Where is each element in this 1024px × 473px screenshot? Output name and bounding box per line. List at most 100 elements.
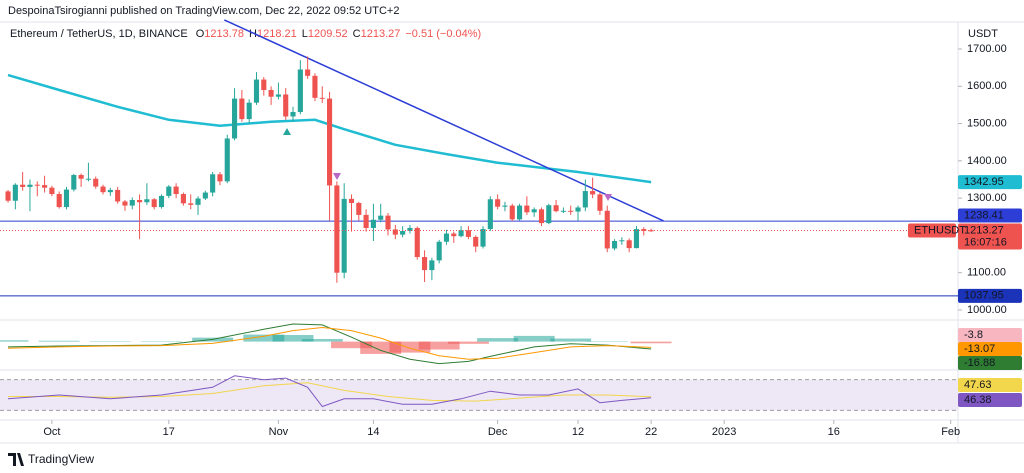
- candle-body: [312, 75, 318, 98]
- candle-body: [429, 260, 435, 271]
- rsi-band: [0, 379, 958, 411]
- sell-marker: [333, 173, 341, 180]
- candle-body: [560, 210, 566, 212]
- x-tick-label: 22: [645, 426, 657, 438]
- macd-signal-label-bg: [958, 342, 1022, 356]
- macd-histogram-bar: [0, 340, 29, 342]
- rsi-label: 46.38: [964, 394, 992, 406]
- last-price-bg: [958, 223, 1022, 250]
- macd-histogram-bar: [418, 341, 460, 350]
- rsi-label-bg: [958, 393, 1022, 407]
- sell-marker: [604, 194, 612, 201]
- candle-body: [370, 219, 376, 228]
- candle-body: [93, 178, 99, 187]
- candle-body: [575, 207, 581, 212]
- legend-line: Ethereum / TetherUS, 1D, BINANCE O1213.78…: [10, 28, 481, 40]
- candle-body: [341, 198, 347, 273]
- candle-body: [261, 79, 267, 91]
- y-tick-label: 1500.00: [967, 117, 1007, 129]
- candle-body: [385, 215, 391, 230]
- candle-body: [290, 112, 296, 117]
- y-tick-label: 1100.00: [967, 267, 1006, 279]
- candle-body: [232, 98, 238, 139]
- candle-body: [305, 69, 311, 76]
- candle-body: [633, 229, 640, 249]
- x-tick-label: 14: [367, 426, 379, 438]
- ohlc-letter: H: [249, 28, 257, 40]
- candle-body: [458, 230, 464, 237]
- candle-body: [239, 98, 245, 120]
- macd-histogram-bar: [301, 338, 343, 342]
- candle-body: [151, 199, 157, 208]
- candle-body: [465, 230, 471, 237]
- candle-body: [195, 198, 201, 205]
- candle-body: [78, 175, 84, 179]
- candle-body: [115, 189, 121, 202]
- hline-label-bg: [958, 208, 1022, 223]
- x-tick-label: Oct: [43, 426, 60, 438]
- candle-body: [619, 240, 625, 242]
- x-tick-label: 17: [163, 426, 175, 438]
- candle-body: [641, 229, 647, 231]
- candle-body: [217, 174, 223, 182]
- candle-body: [63, 189, 70, 208]
- candle-body: [436, 241, 442, 261]
- candle-body: [20, 184, 26, 187]
- candle-body: [334, 185, 340, 273]
- moving-average: [7, 73, 652, 184]
- candle-body: [85, 178, 91, 180]
- candle-body: [275, 94, 281, 97]
- candle-body: [582, 191, 588, 208]
- brand: TradingView: [28, 452, 94, 466]
- byline: DespoinaTsirogianni published on Trading…: [8, 5, 399, 17]
- macd-hist-label-bg: [958, 328, 1022, 342]
- symbol-label: ETHUSDT: [914, 224, 966, 236]
- rsi-line: [7, 375, 652, 408]
- macd-histogram-bar: [38, 340, 80, 342]
- hline-label: 1238.41: [964, 209, 1004, 221]
- candle-body: [268, 90, 274, 97]
- candle-body: [443, 233, 450, 242]
- hline-label: 1037.95: [964, 290, 1004, 302]
- x-tick-label: Feb: [941, 426, 960, 438]
- unit-label: USDT: [968, 28, 998, 40]
- x-tick-label: 2023: [712, 426, 736, 438]
- candle-body: [107, 189, 113, 193]
- candle-body: [224, 138, 230, 182]
- candle-body: [516, 205, 523, 220]
- candle-body: [626, 240, 632, 249]
- candle-body: [56, 194, 62, 208]
- candle-body: [531, 209, 537, 213]
- candle-body: [253, 79, 260, 103]
- change: −0.51 (−0.04%): [405, 28, 481, 40]
- candle-body: [568, 210, 574, 212]
- candle-body: [166, 186, 172, 196]
- candle-body: [546, 205, 552, 224]
- signal-markers: [283, 128, 612, 201]
- candle-body: [122, 201, 128, 206]
- x-tick-label: 16: [828, 426, 840, 438]
- logo: [8, 453, 24, 466]
- candle-body: [487, 199, 493, 230]
- macd-histogram-bar: [630, 341, 672, 344]
- y-tick-label: 1400.00: [967, 155, 1007, 167]
- candle-body: [188, 203, 194, 205]
- macd-histogram-bar: [272, 335, 314, 342]
- candle-body: [173, 186, 179, 195]
- close-value: 1213.27: [361, 28, 401, 40]
- candle-body: [400, 230, 406, 235]
- y-tick-label: 1300.00: [967, 192, 1007, 204]
- x-tick-label: Dec: [488, 426, 508, 438]
- candle-body: [283, 94, 289, 117]
- macd-histogram-bar: [389, 341, 431, 353]
- candle-body: [538, 209, 545, 224]
- candle-body: [202, 192, 208, 199]
- candle-body: [5, 191, 11, 201]
- candle-body: [407, 227, 413, 231]
- candle-body: [158, 195, 165, 208]
- x-tick-label: 12: [572, 426, 584, 438]
- last-price-label: 1213.27: [964, 224, 1004, 236]
- candle-body: [348, 198, 355, 203]
- y-tick-label: 1000.00: [967, 304, 1007, 316]
